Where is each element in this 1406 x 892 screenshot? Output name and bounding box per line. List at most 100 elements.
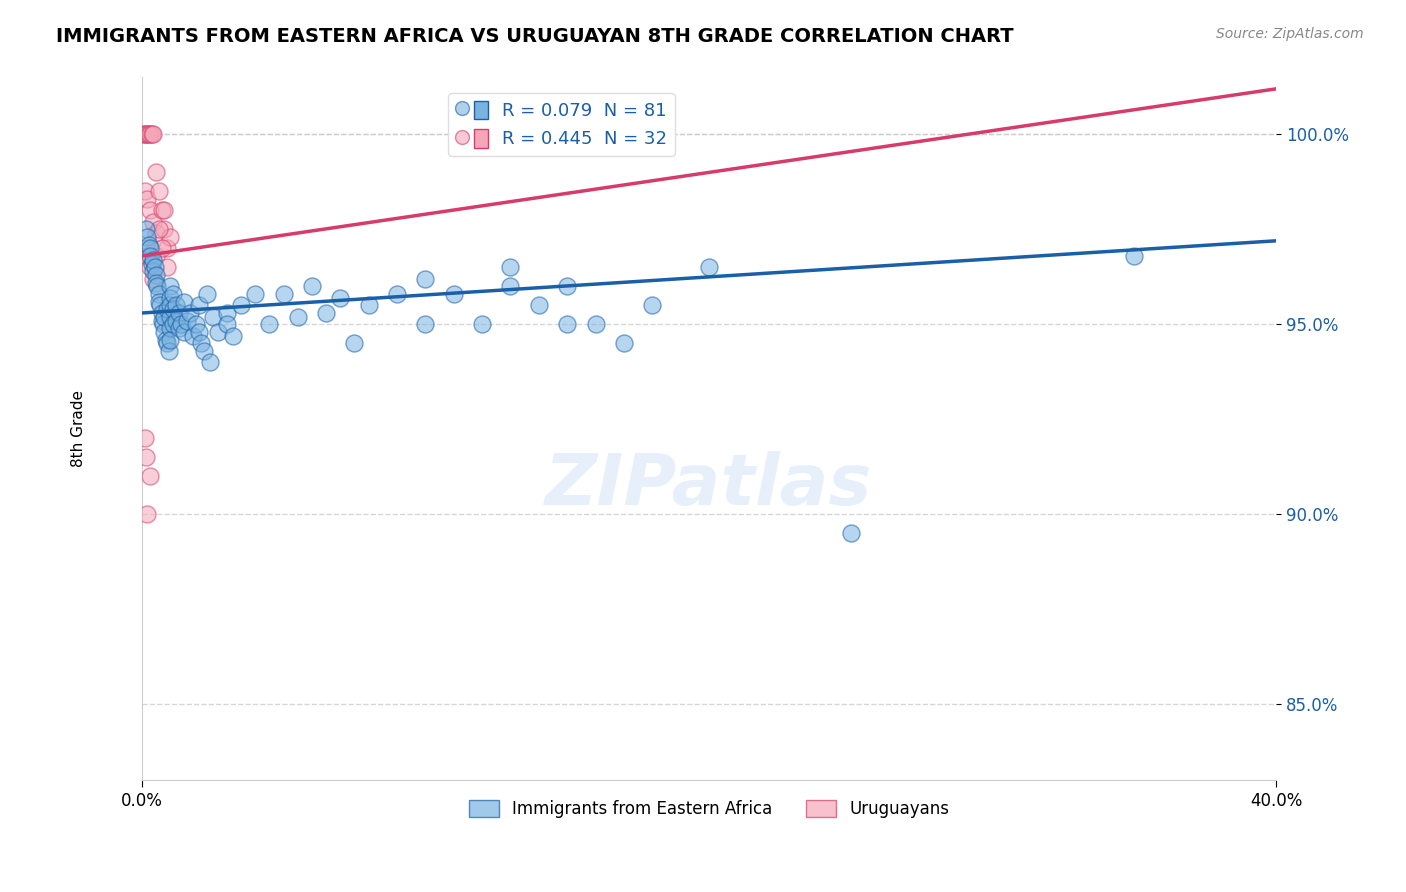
Point [153, 325, 176, 339]
Point [136, 508, 159, 522]
Point [215, 306, 238, 320]
Point [135, 128, 157, 142]
Point [159, 291, 181, 305]
Point [138, 128, 160, 142]
Point [157, 343, 180, 358]
Point [443, 287, 465, 301]
Point [176, 313, 198, 327]
Point [187, 325, 209, 339]
Point [149, 298, 172, 312]
Point [156, 260, 179, 275]
Point [165, 298, 187, 312]
Point [150, 203, 173, 218]
Point [184, 318, 207, 332]
Point [139, 260, 162, 275]
Point [273, 287, 295, 301]
Point [136, 128, 159, 142]
Point [153, 222, 176, 236]
Point [142, 215, 165, 229]
Point [415, 272, 437, 286]
Point [167, 321, 190, 335]
Point [148, 185, 170, 199]
Point [142, 272, 165, 286]
Point [259, 318, 281, 332]
Point [150, 241, 173, 255]
Point [159, 333, 181, 347]
Point [155, 333, 177, 347]
Text: Source: ZipAtlas.com: Source: ZipAtlas.com [1216, 27, 1364, 41]
Point [148, 287, 170, 301]
Y-axis label: 8th Grade: 8th Grade [72, 391, 86, 467]
Point [139, 249, 162, 263]
Point [170, 318, 193, 332]
Point [159, 321, 181, 335]
Point [195, 287, 218, 301]
Point [499, 260, 522, 275]
Point [148, 222, 170, 236]
Point [145, 165, 167, 179]
Point [139, 203, 162, 218]
Point [221, 328, 243, 343]
Point [136, 192, 159, 206]
Point [145, 276, 167, 290]
Point [555, 279, 578, 293]
Point [215, 318, 238, 332]
Point [142, 128, 165, 142]
Point [207, 325, 229, 339]
Point [136, 230, 159, 244]
Point [141, 128, 163, 142]
Point [138, 237, 160, 252]
Point [193, 343, 215, 358]
Point [142, 264, 165, 278]
Point [198, 355, 221, 369]
Point [162, 318, 184, 332]
Point [641, 298, 664, 312]
Point [134, 431, 156, 445]
Point [134, 128, 156, 142]
Point [385, 287, 408, 301]
Point [179, 306, 201, 320]
Point [499, 279, 522, 293]
Point [156, 336, 179, 351]
Point [187, 298, 209, 312]
Legend: Immigrants from Eastern Africa, Uruguayans: Immigrants from Eastern Africa, Uruguaya… [463, 793, 956, 825]
Point [839, 526, 862, 541]
Point [287, 310, 309, 324]
Point [139, 241, 162, 255]
Point [165, 313, 187, 327]
Point [145, 226, 167, 240]
Point [145, 268, 167, 282]
Point [301, 279, 323, 293]
Point [148, 294, 170, 309]
Point [173, 325, 195, 339]
Point [150, 306, 173, 320]
Point [159, 230, 181, 244]
Point [190, 336, 212, 351]
Point [153, 203, 176, 218]
Point [135, 241, 157, 255]
Point [134, 185, 156, 199]
Point [141, 257, 163, 271]
Point [153, 310, 176, 324]
Point [159, 310, 181, 324]
Point [135, 450, 157, 465]
Point [132, 128, 155, 142]
Point [555, 318, 578, 332]
Point [145, 249, 167, 263]
Point [139, 128, 162, 142]
Point [167, 306, 190, 320]
Point [471, 318, 494, 332]
Point [156, 302, 179, 317]
Text: IMMIGRANTS FROM EASTERN AFRICA VS URUGUAYAN 8TH GRADE CORRELATION CHART: IMMIGRANTS FROM EASTERN AFRICA VS URUGUA… [56, 27, 1014, 45]
Point [136, 249, 159, 263]
Point [229, 298, 252, 312]
Point [201, 310, 224, 324]
Point [143, 260, 166, 275]
Point [343, 336, 366, 351]
Point [329, 291, 352, 305]
Point [162, 302, 184, 317]
Point [357, 298, 380, 312]
Point [415, 318, 437, 332]
Text: ZIPatlas: ZIPatlas [546, 450, 873, 520]
Point [1123, 249, 1146, 263]
